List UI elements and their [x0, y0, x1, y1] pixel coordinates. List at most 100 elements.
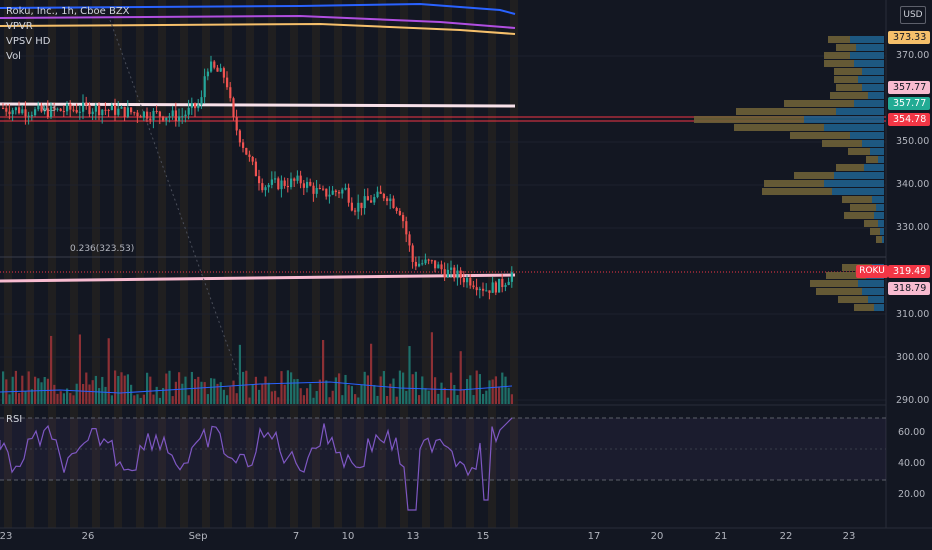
- volume-profile-up: [862, 68, 884, 75]
- candle-body: [59, 108, 62, 112]
- volume-bar: [398, 370, 401, 404]
- volume-bar: [418, 395, 421, 404]
- volume-profile-down: [876, 236, 882, 243]
- volume-profile-up: [880, 228, 884, 235]
- candle-body: [360, 202, 363, 209]
- session-band: [312, 0, 320, 528]
- volume-bar: [434, 377, 437, 404]
- rsi-pane-label[interactable]: RSI: [6, 414, 23, 425]
- candle-body: [21, 109, 24, 114]
- candle-body: [296, 175, 299, 181]
- volume-bar: [491, 379, 494, 404]
- price-tick-370: 370.00: [896, 50, 930, 61]
- volume-bar: [126, 374, 129, 404]
- session-band: [378, 0, 386, 528]
- volume-bar: [472, 395, 475, 404]
- volume-profile-down: [838, 296, 868, 303]
- volume-bar: [334, 377, 337, 404]
- candle-body: [354, 210, 357, 212]
- price-tick-350: 350.00: [896, 136, 930, 147]
- candle-body: [363, 196, 366, 209]
- candle-body: [123, 106, 126, 117]
- session-band: [4, 0, 12, 528]
- candle-body: [254, 161, 257, 177]
- candle-body: [146, 111, 149, 119]
- candle-body: [478, 288, 481, 291]
- volume-bar: [440, 382, 443, 404]
- volume-bar: [210, 378, 213, 404]
- candle-body: [507, 281, 510, 285]
- candle-body: [338, 192, 341, 194]
- candle-body: [213, 61, 216, 68]
- volume-bar: [264, 376, 267, 404]
- candle-body: [2, 108, 5, 110]
- volume-bar: [8, 394, 11, 404]
- session-band: [488, 0, 496, 528]
- currency-button[interactable]: USD: [900, 6, 926, 24]
- candle-body: [430, 260, 433, 262]
- volume-bar: [421, 376, 424, 404]
- session-band: [224, 0, 232, 528]
- volume-bar: [424, 388, 427, 404]
- candle-body: [315, 187, 318, 194]
- indicator-vpsv-hd[interactable]: VPSV HD: [6, 36, 51, 47]
- volume-bar: [379, 376, 382, 404]
- indicator-vpvr[interactable]: VPVR: [6, 21, 33, 32]
- volume-profile-down: [790, 132, 850, 139]
- volume-bar: [344, 374, 347, 404]
- volume-bar: [357, 397, 360, 404]
- volume-profile-down: [870, 228, 880, 235]
- volume-bar: [283, 384, 286, 404]
- volume-bar: [277, 397, 280, 404]
- candle-body: [104, 109, 107, 111]
- candle-body: [309, 181, 312, 186]
- volume-bar: [510, 394, 513, 404]
- volume-bar: [40, 382, 43, 404]
- candle-body: [504, 284, 507, 288]
- candle-body: [190, 103, 193, 108]
- price-tick-330: 330.00: [896, 222, 930, 233]
- volume-bar: [30, 389, 33, 404]
- candle-body: [34, 109, 37, 116]
- volume-bar: [485, 390, 488, 404]
- symbol-title[interactable]: Roku, Inc., 1h, Cboe BZX: [6, 6, 130, 17]
- candle-body: [427, 259, 430, 261]
- volume-bar: [94, 375, 97, 404]
- volume-bar: [114, 370, 117, 404]
- volume-bar: [18, 393, 21, 404]
- rsi-band: [0, 418, 886, 480]
- time-tick-10: 10: [341, 531, 355, 542]
- candle-body: [376, 191, 379, 198]
- candle-body: [40, 105, 43, 112]
- volume-bar: [504, 376, 507, 404]
- candle-body: [264, 187, 267, 191]
- volume-bar: [11, 376, 14, 404]
- volume-bar: [229, 386, 232, 404]
- candle-body: [155, 110, 158, 112]
- candle-body: [69, 103, 72, 110]
- volume-bar: [101, 376, 104, 404]
- volume-bar: [270, 391, 273, 404]
- candle-body: [210, 61, 213, 72]
- volume-bar: [232, 380, 235, 404]
- volume-bar: [174, 381, 177, 404]
- volume-bar: [318, 379, 321, 404]
- price-tag-green: 357.77: [888, 97, 930, 110]
- candle-body: [322, 188, 325, 190]
- candle-body: [216, 67, 219, 72]
- candle-body: [194, 103, 197, 109]
- candle-body: [434, 260, 437, 269]
- indicator-volume[interactable]: Vol: [6, 51, 21, 62]
- time-tick-13: 13: [406, 531, 420, 542]
- candle-body: [424, 259, 427, 264]
- session-band: [422, 0, 430, 528]
- candle-body: [85, 102, 88, 106]
- volume-profile-down: [764, 180, 824, 187]
- candle-body: [302, 183, 305, 188]
- candle-body: [306, 181, 309, 188]
- volume-bar: [50, 335, 53, 404]
- price-tag-last: 319.49: [888, 265, 930, 278]
- volume-profile-up: [854, 100, 884, 107]
- candle-body: [421, 263, 424, 265]
